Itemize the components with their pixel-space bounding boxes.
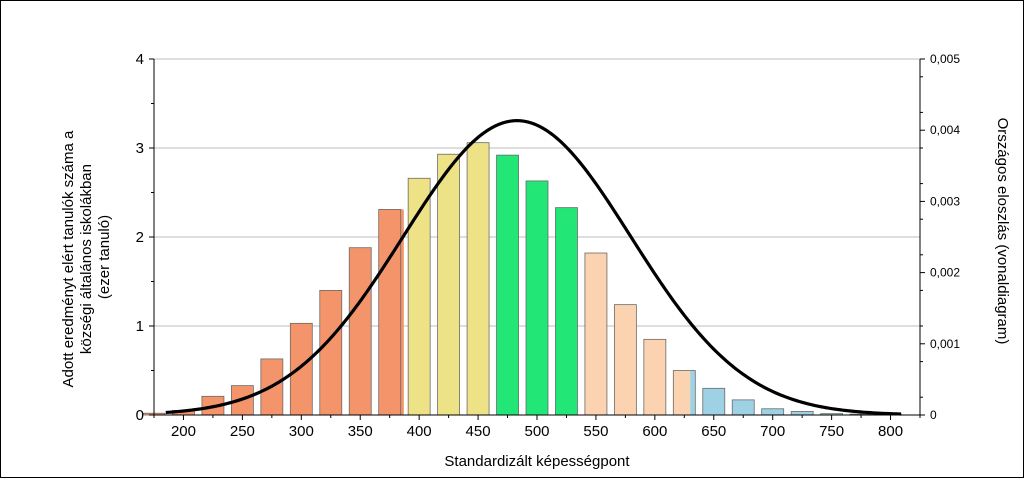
bar bbox=[761, 408, 785, 416]
x-tick-label: 550 bbox=[583, 423, 608, 440]
y-tick-label: 2 bbox=[136, 229, 144, 246]
bar bbox=[437, 153, 461, 416]
bar bbox=[555, 207, 578, 416]
bar bbox=[319, 289, 343, 416]
bar bbox=[584, 252, 608, 416]
x-tick-label: 750 bbox=[819, 423, 844, 440]
bar-segment bbox=[690, 370, 696, 415]
x-tick-label: 250 bbox=[230, 423, 255, 440]
y2-tick-label: 0,002 bbox=[930, 266, 960, 280]
bar bbox=[643, 338, 667, 416]
axis-labels: Standardizált képességpont Adott eredmén… bbox=[60, 118, 1011, 470]
bar-segment bbox=[673, 370, 691, 415]
bar bbox=[790, 411, 814, 416]
axes: 0 1 2 3 4 0 0,001 0,002 0,003 0,004 0,005 200 250 300… bbox=[136, 51, 961, 440]
y-tick-label: 1 bbox=[136, 318, 144, 335]
bar bbox=[731, 399, 755, 416]
bar bbox=[466, 142, 490, 416]
x-tick-label: 700 bbox=[760, 423, 785, 440]
y-axis-title: Adott eredményt elért tanulók száma a kö… bbox=[60, 127, 113, 388]
x-tick-label: 450 bbox=[466, 423, 491, 440]
y-axis-title-line-2: községi általános iskolákban bbox=[78, 164, 95, 354]
bar bbox=[496, 154, 519, 416]
x-tick-label: 400 bbox=[407, 423, 432, 440]
bar bbox=[525, 180, 549, 416]
histogram-bars bbox=[142, 142, 902, 416]
bar bbox=[613, 304, 637, 416]
y-tick-label: 3 bbox=[136, 140, 144, 157]
x-tick-label: 200 bbox=[171, 423, 196, 440]
y-axis-title-line-3: (ezer tanuló) bbox=[96, 215, 113, 299]
x-tick-label: 650 bbox=[701, 423, 726, 440]
x-tick-label: 300 bbox=[289, 423, 314, 440]
national-distribution-line bbox=[165, 119, 902, 416]
bar bbox=[289, 322, 313, 416]
y2-tick-label: 0,004 bbox=[930, 123, 960, 137]
x-axis-title: Standardizált képességpont bbox=[444, 453, 630, 470]
y2-tick-label: 0 bbox=[930, 408, 937, 422]
x-tick-label: 600 bbox=[642, 423, 667, 440]
y-tick-label: 4 bbox=[136, 51, 144, 68]
y2-tick-label: 0,003 bbox=[930, 194, 960, 208]
y2-tick-label: 0,005 bbox=[930, 52, 960, 66]
y2-axis-title: Országos eloszlás (vonaldiagram) bbox=[994, 118, 1011, 345]
bar bbox=[702, 387, 726, 416]
x-tick-label: 800 bbox=[878, 423, 903, 440]
y-tick-label: 0 bbox=[136, 407, 144, 424]
y2-tick-label: 0,001 bbox=[930, 337, 960, 351]
x-tick-label: 500 bbox=[524, 423, 549, 440]
distribution-curve bbox=[165, 119, 902, 416]
y-axis-title-line-1: Adott eredményt elért tanulók száma a bbox=[60, 130, 77, 387]
x-tick-label: 350 bbox=[348, 423, 373, 440]
bar bbox=[348, 247, 372, 416]
